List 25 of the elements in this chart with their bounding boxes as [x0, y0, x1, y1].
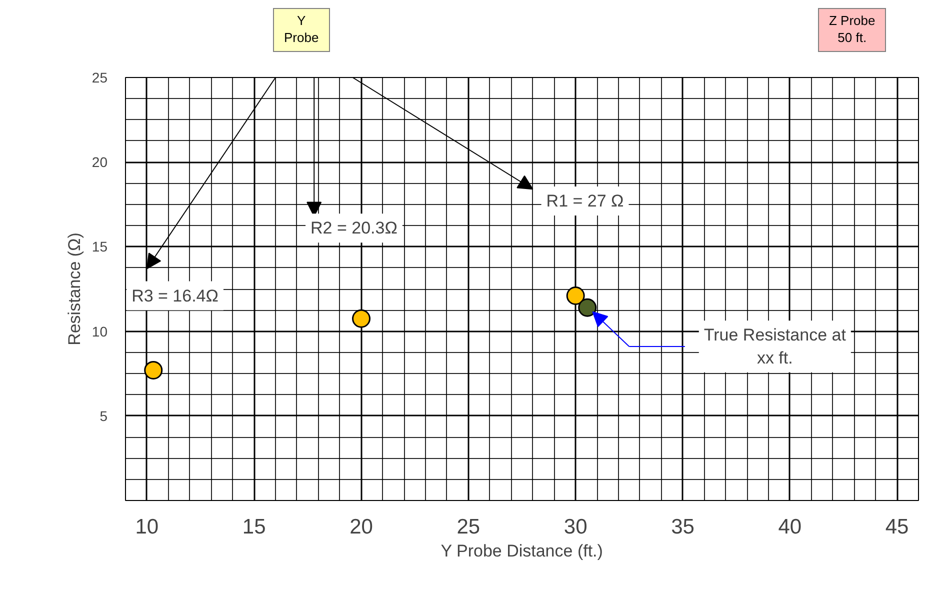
y-tick-label: 20 — [92, 154, 108, 170]
text: Y Probe — [273, 8, 330, 52]
x-tick-label: 30 — [564, 516, 588, 538]
y-axis-title: Resistance (Ω) — [64, 232, 84, 346]
x-tick-label: 25 — [456, 516, 480, 538]
point — [352, 309, 371, 328]
x-tick-label: 35 — [671, 516, 694, 538]
x-tick-label: 15 — [242, 516, 266, 538]
annotation: R2 = 20.3Ω — [310, 218, 398, 238]
point — [566, 286, 585, 305]
x-tick-label: 20 — [350, 516, 373, 538]
x-axis-title: Y Probe Distance (ft.) — [440, 542, 603, 560]
y-tick-label: 10 — [92, 323, 108, 340]
point — [578, 298, 597, 317]
y-tick-label: 5 — [100, 408, 108, 424]
text: Z Probe 50 ft. — [818, 8, 886, 52]
x-tick-label: 10 — [135, 516, 159, 538]
y-tick-label: 25 — [92, 70, 108, 86]
x-tick-label: 45 — [885, 516, 909, 538]
y-tick-label: 15 — [92, 238, 108, 255]
annotation: True Resistance at xx ft. — [704, 326, 846, 368]
annotation: R1 = 27 Ω — [546, 192, 624, 211]
x-tick-label: 40 — [778, 516, 802, 538]
point — [144, 360, 163, 380]
annotation: R3 = 16.4Ω — [132, 286, 218, 306]
